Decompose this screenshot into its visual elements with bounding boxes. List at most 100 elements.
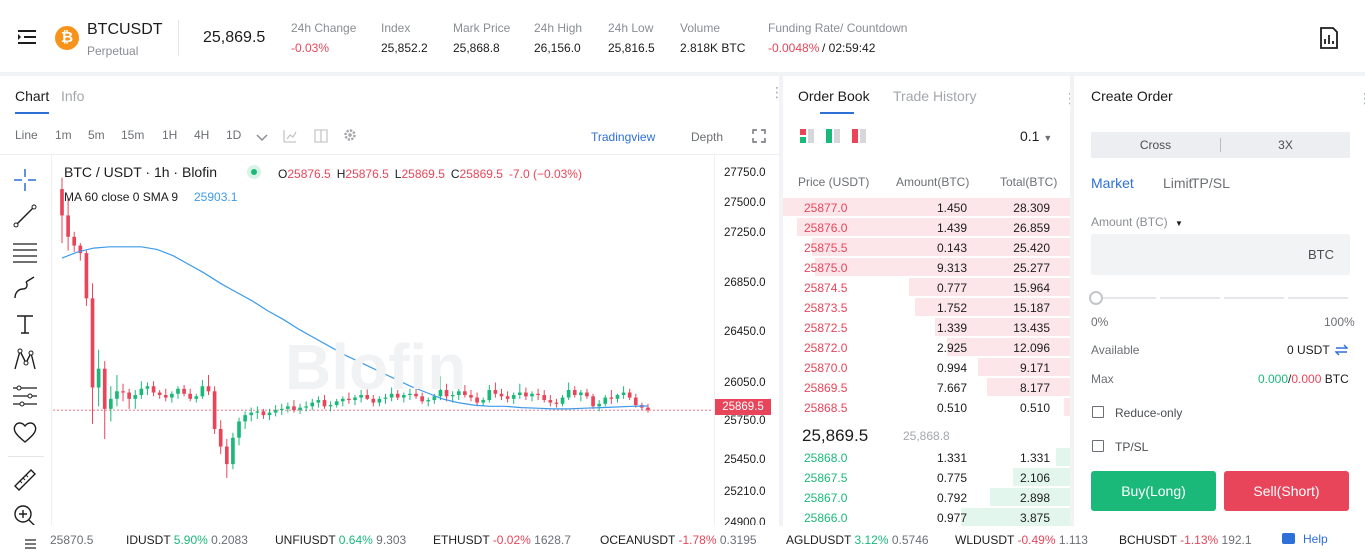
stat-label: Funding Rate/ Countdown — [768, 21, 908, 35]
candle — [365, 386, 370, 401]
ticker-item[interactable]: WLDUSDT -0.49% 1.113 — [955, 533, 1088, 547]
crosshair-icon[interactable] — [12, 167, 38, 193]
bid-row[interactable]: 25867.5 0.775 2.106 — [783, 467, 1070, 487]
chevron-down-icon[interactable] — [256, 130, 268, 148]
max-values: 0.000/0.000 BTC — [1258, 372, 1349, 386]
candle — [316, 396, 321, 408]
tpsl-checkbox[interactable] — [1092, 440, 1104, 452]
candle — [298, 403, 302, 414]
bid-row[interactable]: 25868.0 1.331 1.331 — [783, 447, 1070, 467]
template-icon[interactable] — [314, 129, 328, 148]
ticker-item[interactable]: OCEANUSDT -1.78% 0.3195 — [600, 533, 757, 547]
ob-price: 25872.5 — [804, 321, 848, 335]
leverage-button[interactable]: 3X — [1278, 138, 1293, 152]
ask-row[interactable]: 25876.0 1.439 26.859 — [783, 217, 1070, 237]
ticker-item[interactable]: BCHUSDT -1.13% 192.1 — [1119, 533, 1252, 547]
candle — [371, 395, 376, 407]
view-tradingview[interactable]: Tradingview — [591, 130, 656, 144]
prediction-icon[interactable] — [12, 383, 38, 409]
ask-row[interactable]: 25874.5 0.777 15.964 — [783, 277, 1070, 297]
help-button[interactable]: Help — [1282, 532, 1328, 546]
ticker-item[interactable]: IDUSDT 5.90% 0.2083 — [126, 533, 248, 547]
ask-row[interactable]: 25872.0 2.925 12.096 — [783, 337, 1070, 357]
bid-row[interactable]: 25866.0 0.977 3.875 — [783, 507, 1070, 526]
price-chart[interactable] — [53, 156, 713, 525]
timeframe-5m[interactable]: 5m — [88, 128, 105, 142]
ticker-item[interactable]: UNFIUSDT 0.64% 9.303 — [275, 533, 407, 547]
panel-menu-icon[interactable]: ⋮ — [770, 84, 784, 100]
ruler-icon[interactable] — [12, 467, 38, 493]
timeframe-1d[interactable]: 1D — [226, 128, 242, 142]
margin-mode-button[interactable]: Cross — [1139, 138, 1172, 152]
candle — [481, 397, 486, 407]
heart-icon[interactable] — [12, 419, 38, 445]
buy-long-button[interactable]: Buy(Long) — [1091, 471, 1216, 511]
ask-row[interactable]: 25870.0 0.994 9.171 — [783, 357, 1070, 377]
ob-total: 0.510 — [1019, 401, 1050, 415]
trend-line-icon[interactable] — [12, 203, 38, 229]
transfer-icon[interactable] — [1334, 343, 1349, 361]
timeframe-4h[interactable]: 4H — [194, 128, 210, 142]
ask-row[interactable]: 25877.0 1.450 28.309 — [783, 197, 1070, 217]
sell-short-button[interactable]: Sell(Short) — [1224, 471, 1349, 511]
ask-row[interactable]: 25868.5 0.510 0.510 — [783, 397, 1070, 417]
order-type-tpsl[interactable]: TP/SL — [1191, 175, 1230, 191]
candle — [90, 283, 95, 424]
tab-chart[interactable]: Chart — [15, 88, 50, 104]
ob-total: 9.171 — [1019, 361, 1050, 375]
panel-menu-icon[interactable]: ⋮ — [1358, 90, 1365, 106]
max-sell: 0.000 — [1291, 372, 1322, 386]
ob-price: 25877.0 — [804, 201, 848, 215]
ask-row[interactable]: 25869.5 7.667 8.177 — [783, 377, 1070, 397]
bid-row[interactable]: 25867.0 0.792 2.898 — [783, 487, 1070, 507]
ticker-item[interactable]: ETHUSDT -0.02% 1628.7 — [433, 533, 571, 547]
ask-row[interactable]: 25873.5 1.752 15.187 — [783, 297, 1070, 317]
amount-input[interactable] — [1091, 234, 1350, 275]
order-type-limit[interactable]: Limit — [1163, 175, 1193, 191]
tab-order-book[interactable]: Order Book — [798, 88, 870, 104]
y-tick-label: 27500.0 — [724, 197, 766, 209]
book-asks-icon[interactable] — [852, 129, 866, 148]
text-tool-icon[interactable] — [12, 311, 38, 337]
timeframe-1m[interactable]: 1m — [55, 128, 72, 142]
tab-info[interactable]: Info — [61, 88, 85, 104]
menu-icon[interactable] — [17, 29, 37, 45]
ask-row[interactable]: 25875.0 9.313 25.277 — [783, 257, 1070, 277]
amount-slider-handle[interactable] — [1089, 291, 1103, 305]
amount-label[interactable]: Amount (BTC) ▼ — [1091, 215, 1183, 229]
ohlc-h: H25876.5 — [336, 167, 389, 181]
amount-slider-track[interactable] — [1096, 297, 1350, 299]
candle — [609, 390, 614, 404]
book-bids-icon[interactable] — [826, 129, 840, 148]
candle — [463, 384, 467, 398]
precision-select[interactable]: 0.1 ▼ — [1020, 128, 1053, 144]
panel-menu-icon[interactable]: ⋮ — [1063, 90, 1070, 106]
current-price-tag: 25869.5 — [715, 399, 771, 415]
order-type-market[interactable]: Market — [1091, 175, 1134, 191]
brush-icon[interactable] — [12, 275, 38, 301]
ask-row[interactable]: 25875.5 0.143 25.420 — [783, 237, 1070, 257]
view-depth[interactable]: Depth — [691, 130, 724, 144]
gear-icon[interactable] — [343, 128, 357, 147]
tab-trade-history[interactable]: Trade History — [893, 88, 977, 104]
fib-retracement-icon[interactable] — [12, 239, 38, 265]
pattern-icon[interactable] — [12, 347, 38, 373]
timeframe-line[interactable]: Line — [15, 128, 38, 142]
report-icon[interactable] — [1319, 27, 1339, 49]
ticker-item[interactable]: AGLDUSDT 3.12% 0.5746 — [786, 533, 929, 547]
depth-bar — [915, 298, 1070, 316]
timeframe-1h[interactable]: 1H — [162, 128, 178, 142]
candle — [505, 391, 510, 403]
symbol-name[interactable]: BTCUSDT — [87, 21, 163, 38]
zoom-in-icon[interactable] — [12, 503, 38, 525]
indicator-icon[interactable] — [283, 129, 297, 148]
timeframe-15m[interactable]: 15m — [121, 128, 145, 142]
reduce-only-checkbox[interactable] — [1092, 406, 1104, 418]
book-both-icon[interactable] — [800, 129, 814, 148]
fullscreen-icon[interactable] — [752, 129, 766, 148]
candle — [279, 403, 284, 416]
ob-price: 25866.0 — [804, 511, 848, 525]
candle — [469, 390, 473, 402]
ask-row[interactable]: 25872.5 1.339 13.435 — [783, 317, 1070, 337]
ticker-menu-icon[interactable] — [25, 536, 36, 554]
